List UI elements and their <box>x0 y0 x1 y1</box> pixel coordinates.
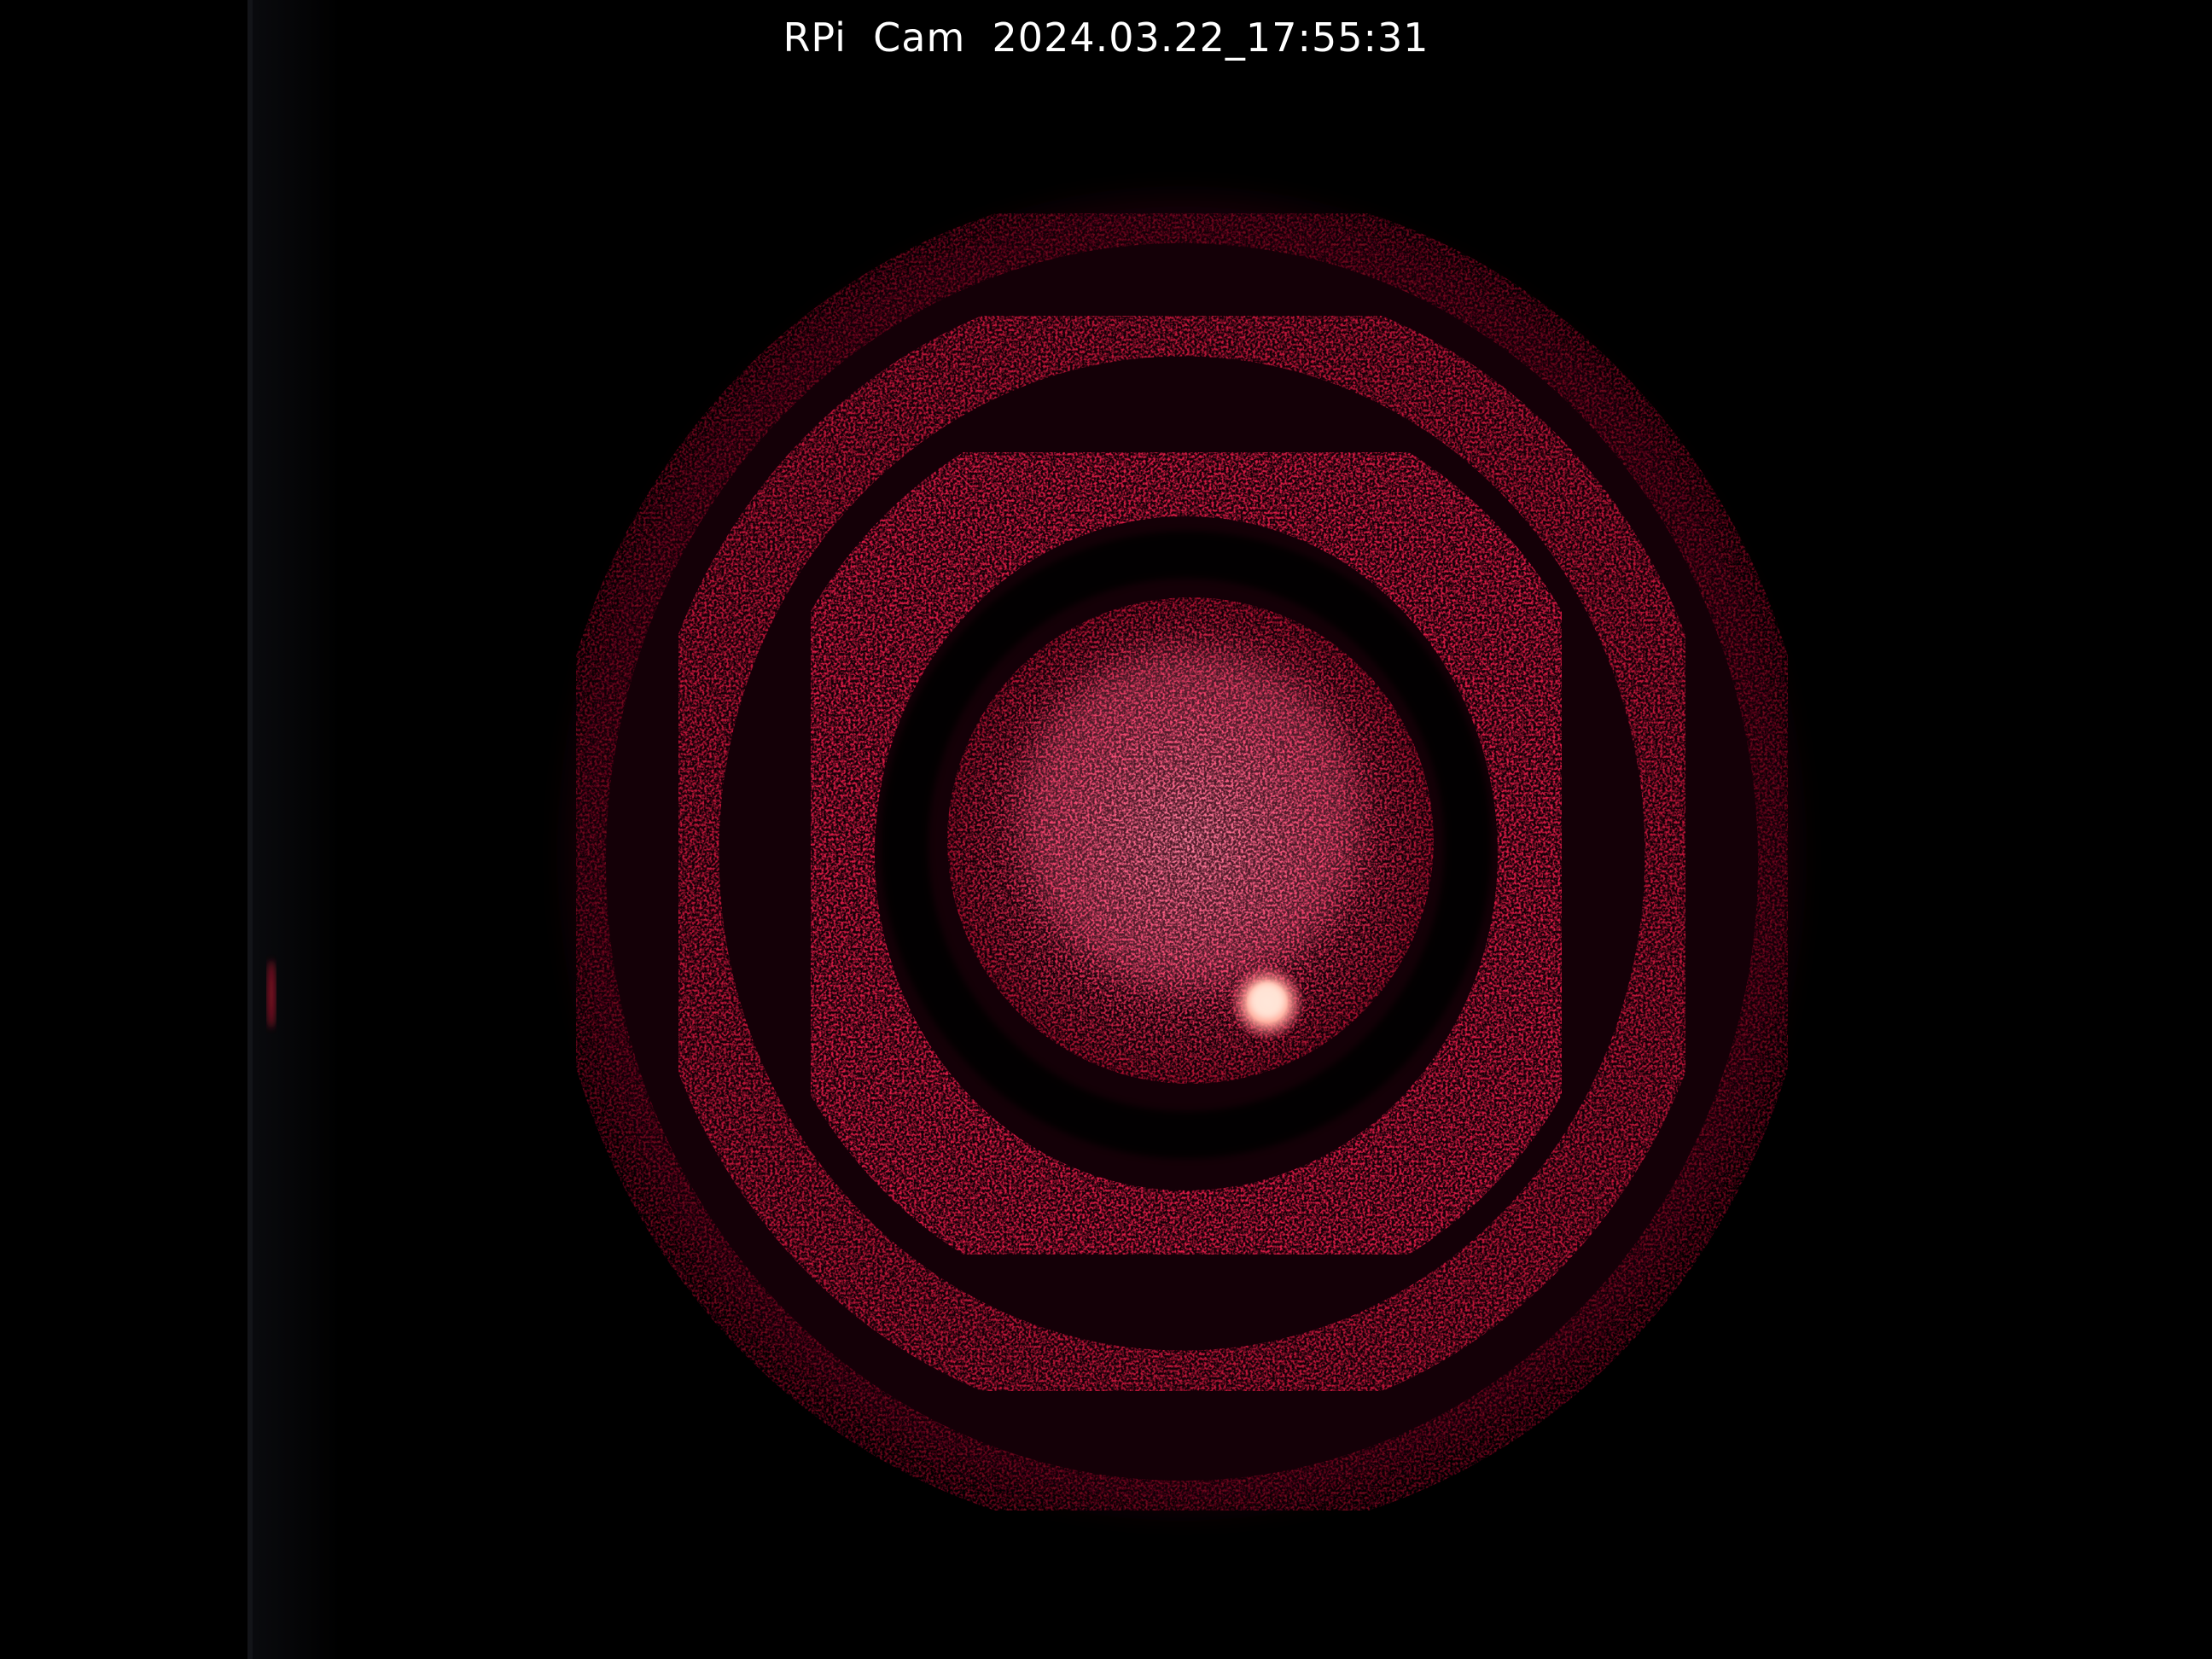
inner-ring <box>747 388 1626 1318</box>
outer-ring-faint <box>546 183 1818 1540</box>
camera-timestamp-overlay: RPi Cam 2024.03.22_17:55:31 <box>783 15 1429 61</box>
second-ring <box>637 275 1726 1432</box>
central-glow <box>1020 649 1361 990</box>
dark-gap <box>881 531 1492 1159</box>
left-panel-highlight <box>247 0 253 1659</box>
hotspot-core <box>1250 983 1284 1017</box>
left-panel-edge <box>247 0 341 1659</box>
edge-reflection <box>267 960 276 1028</box>
